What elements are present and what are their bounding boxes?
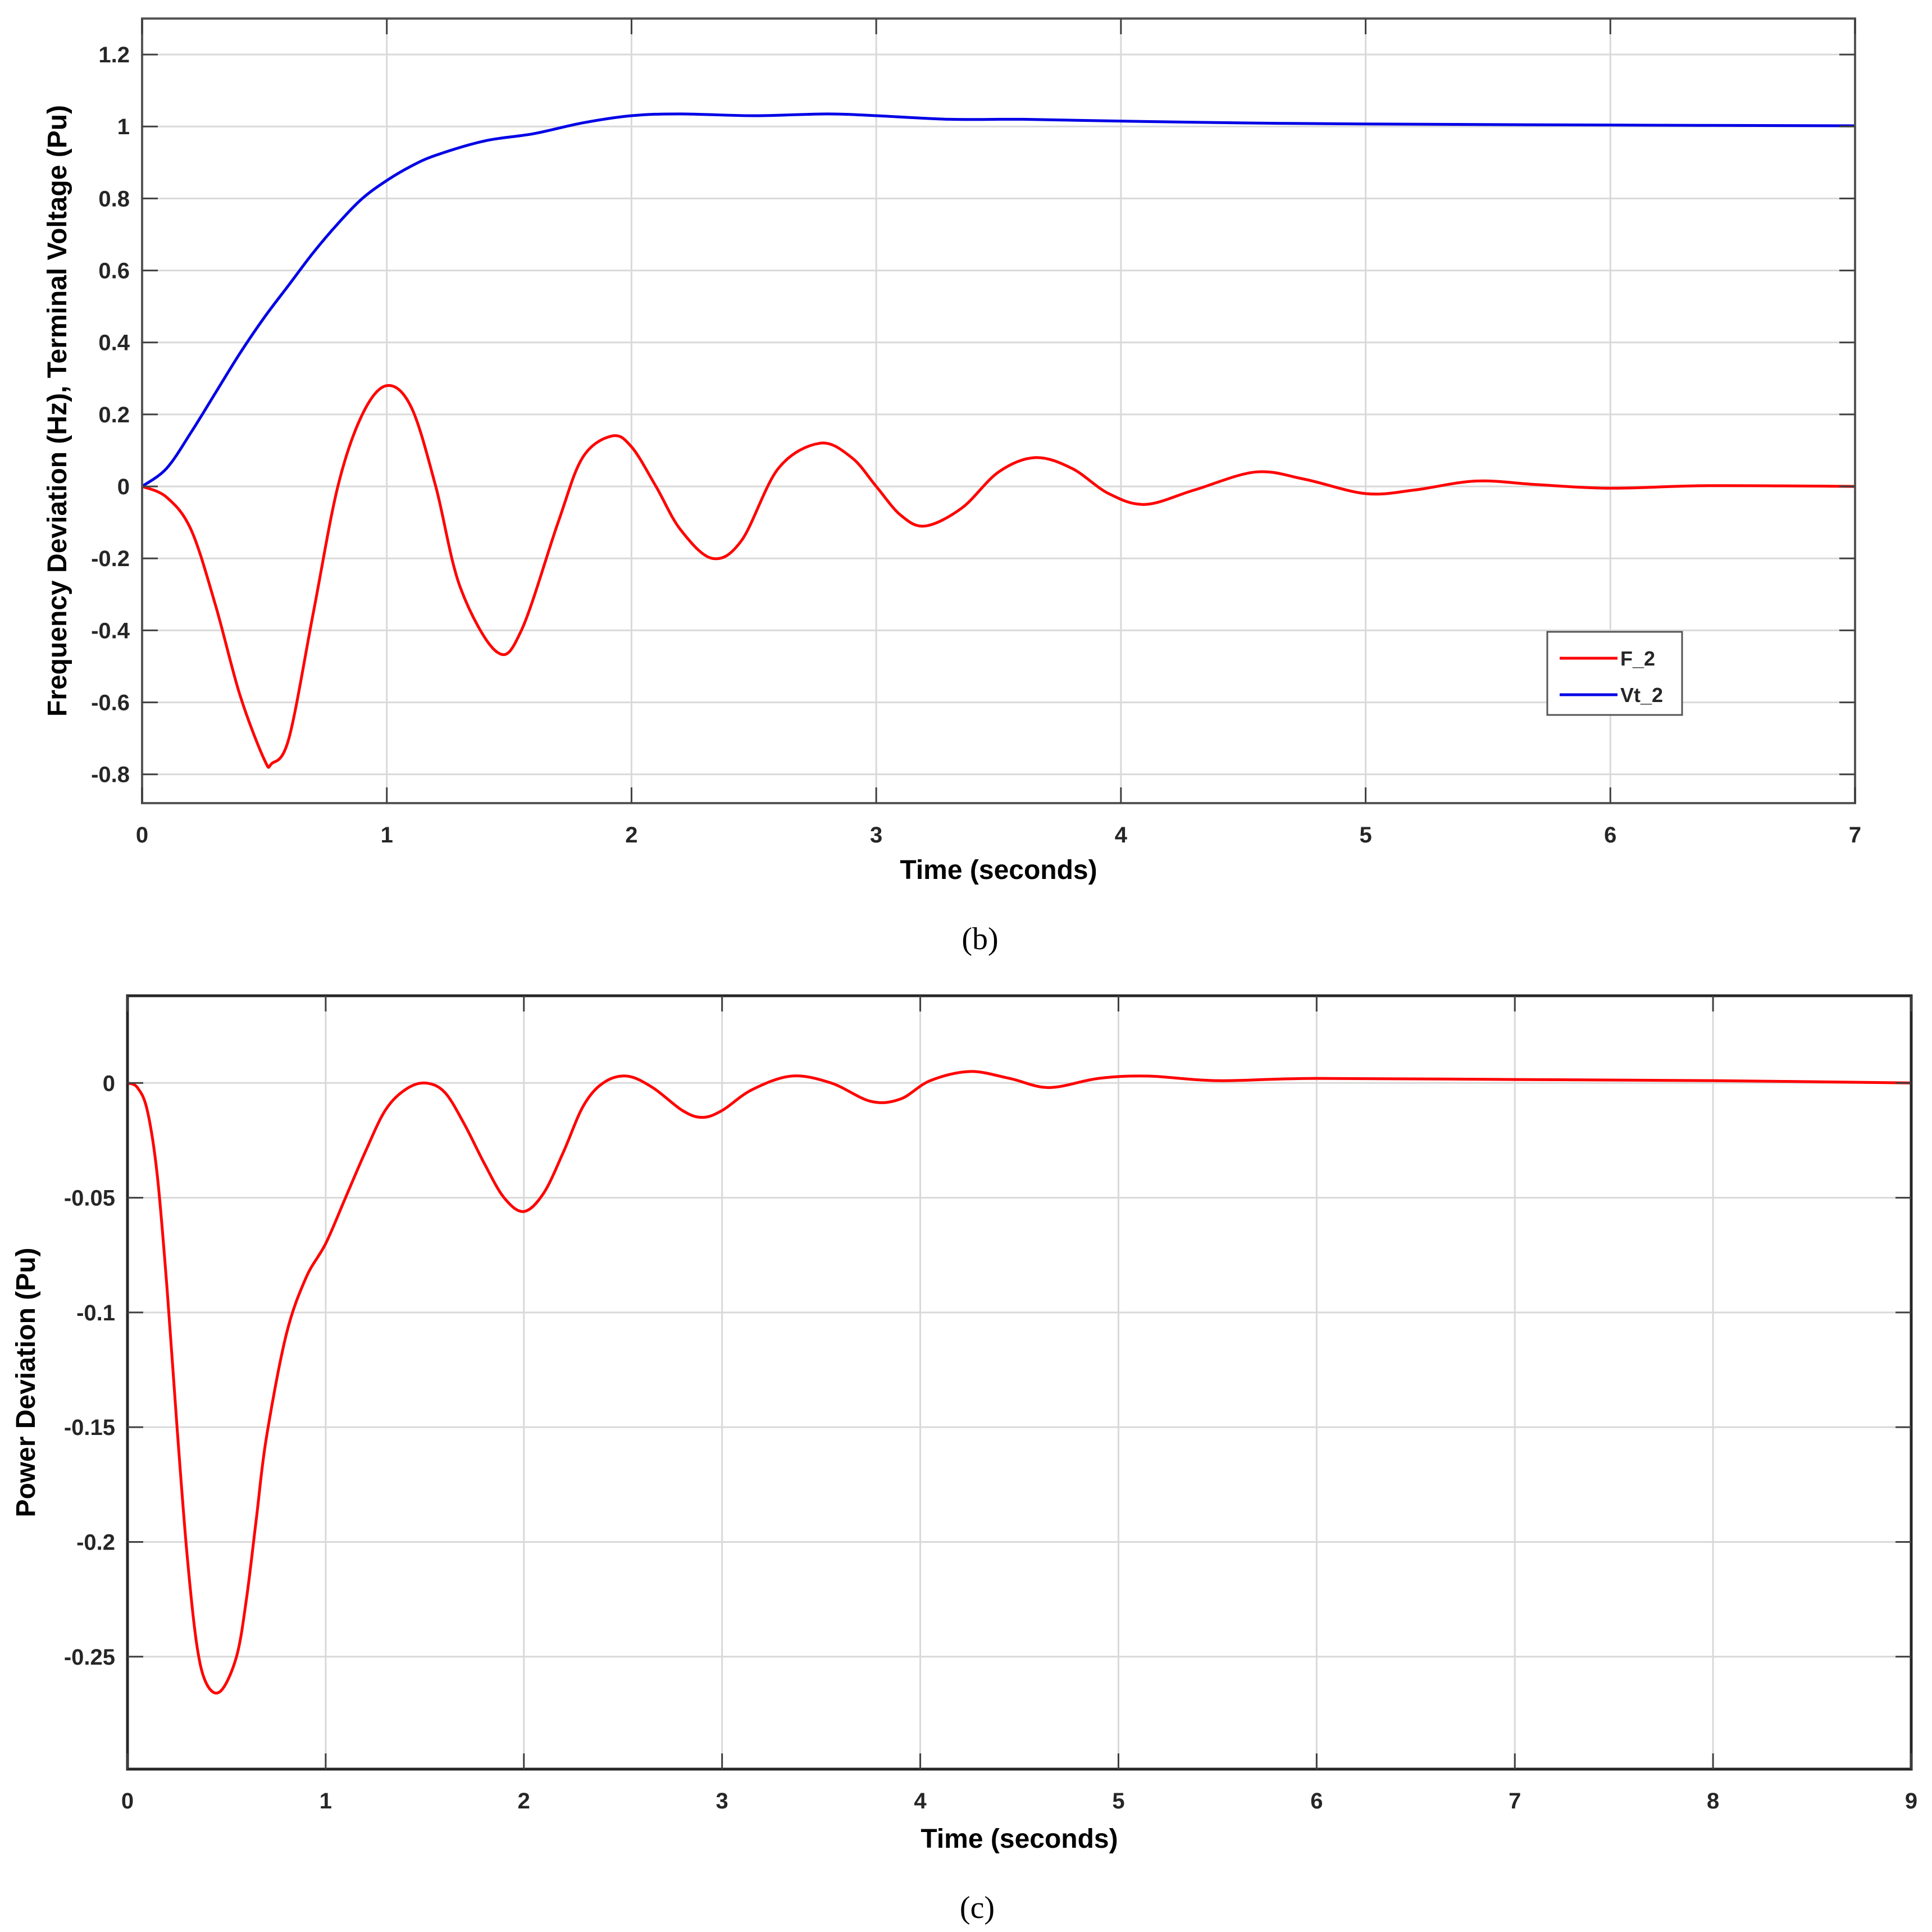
figure-caption-c: (c) — [960, 1890, 995, 1925]
y-tick-label: -0.1 — [76, 1301, 115, 1325]
y-tick-label: -0.15 — [64, 1415, 115, 1440]
series-lines — [141, 112, 1856, 769]
y-tick-label: -0.4 — [91, 618, 130, 643]
plot-frame — [126, 994, 1913, 1771]
series-lines — [126, 1070, 1912, 1695]
axis-ticks: 0 1 2 3 4 5 6 7 -0.8 -0.6 -0.4 -0.2 0 0.2 0.4 0.6 0.8 1 1.… — [91, 19, 1861, 847]
x-tick-label: 9 — [1905, 1789, 1917, 1813]
y-tick-label: 0.8 — [98, 186, 130, 211]
x-axis-label: Time (seconds) — [921, 1824, 1118, 1854]
legend-label-vt2: Vt_2 — [1620, 684, 1663, 707]
x-tick-label: 0 — [121, 1789, 134, 1813]
x-tick-label: 8 — [1707, 1789, 1719, 1813]
y-axis-label: Power Deviation (Pu) — [11, 1247, 41, 1517]
axis-ticks: 0 1 2 3 4 5 6 7 8 9 -0.25 -0.2 -0.15 -0.1 -0.05 0 — [64, 996, 1917, 1813]
x-tick-label: 2 — [518, 1789, 530, 1813]
y-tick-label: 0.6 — [98, 259, 130, 284]
y-tick-label: 1.2 — [98, 43, 130, 67]
y-tick-label: 0.2 — [98, 403, 130, 427]
x-tick-label: 3 — [870, 823, 882, 847]
chart-power-deviation: 0 1 2 3 4 5 6 7 8 9 -0.25 -0.2 -0.15 -0.1 -0.05 0 Time … — [11, 994, 1917, 1925]
x-tick-label: 7 — [1509, 1789, 1521, 1813]
legend: F_2 Vt_2 — [1546, 631, 1683, 716]
legend-box — [1546, 631, 1683, 716]
y-tick-label: -0.25 — [64, 1645, 115, 1670]
y-tick-label: 0 — [117, 475, 130, 499]
y-tick-label: -0.8 — [91, 763, 130, 787]
series-f-2 — [141, 384, 1856, 769]
y-tick-label: 1 — [117, 115, 130, 139]
x-tick-label: 5 — [1112, 1789, 1124, 1813]
x-tick-label: 5 — [1359, 823, 1371, 847]
x-tick-label: 7 — [1849, 823, 1861, 847]
x-tick-label: 1 — [381, 823, 393, 847]
x-tick-label: 0 — [136, 823, 148, 847]
y-tick-label: -0.2 — [91, 546, 130, 571]
x-tick-label: 1 — [320, 1789, 332, 1813]
series-power-deviation — [126, 1070, 1912, 1695]
x-tick-label: 3 — [716, 1789, 728, 1813]
plot-frame — [141, 17, 1856, 804]
y-tick-label: 0.4 — [98, 331, 130, 356]
x-tick-label: 6 — [1604, 823, 1616, 847]
chart-frequency-voltage: 0 1 2 3 4 5 6 7 -0.8 -0.6 -0.4 -0.2 0 0.2 0.4 0.6 0.8 1 1.… — [43, 17, 1861, 956]
figure-caption-b: (b) — [962, 922, 998, 956]
x-tick-label: 6 — [1310, 1789, 1323, 1813]
legend-label-f2: F_2 — [1620, 647, 1655, 670]
x-tick-label: 2 — [625, 823, 637, 847]
series-vt-2 — [141, 112, 1856, 488]
x-axis-label: Time (seconds) — [900, 855, 1097, 885]
y-tick-label: -0.2 — [76, 1530, 115, 1555]
y-tick-label: -0.6 — [91, 691, 130, 716]
x-tick-label: 4 — [1115, 823, 1128, 847]
y-tick-label: 0 — [103, 1071, 115, 1096]
grid-lines — [126, 996, 1912, 1769]
y-axis-label: Frequency Deviation (Hz), Terminal Volta… — [43, 105, 72, 717]
y-tick-label: -0.05 — [64, 1186, 115, 1211]
x-tick-label: 4 — [914, 1789, 927, 1813]
